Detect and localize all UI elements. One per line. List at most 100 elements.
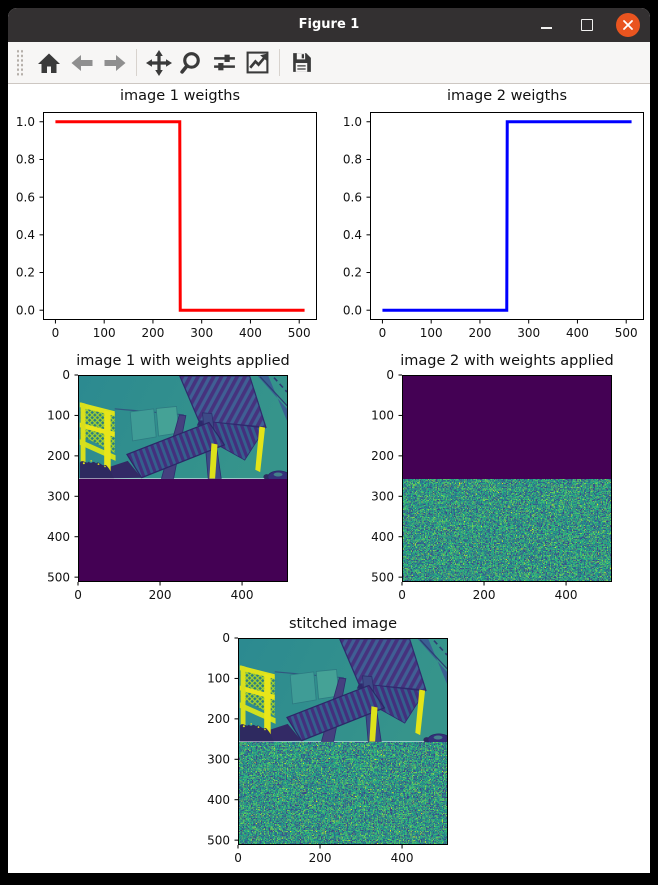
edit-axes-icon xyxy=(245,50,270,75)
subplot-image-2-weighted[interactable]: image 2 with weights applied 0 200 400 0 100… xyxy=(402,375,612,582)
svg-text:300: 300 xyxy=(190,326,213,340)
home-button[interactable] xyxy=(32,46,65,80)
svg-text:300: 300 xyxy=(371,489,394,503)
svg-text:0: 0 xyxy=(234,851,242,865)
subplot-title: image 2 weigths xyxy=(447,88,567,104)
subplot-stitched-image[interactable]: stitched image 0 200 400 0 100 200 300 400 500 xyxy=(238,638,448,845)
svg-text:400: 400 xyxy=(231,588,254,602)
figure-window: Figure 1 xyxy=(8,8,650,873)
desktop-background: Figure 1 xyxy=(0,0,658,885)
svg-text:200: 200 xyxy=(473,588,496,602)
toolbar-separator xyxy=(136,49,137,76)
svg-text:0.2: 0.2 xyxy=(343,266,362,280)
svg-text:200: 200 xyxy=(207,712,230,726)
svg-text:400: 400 xyxy=(47,530,70,544)
weighted-image-1[interactable] xyxy=(78,375,288,582)
svg-text:1.0: 1.0 xyxy=(343,115,362,129)
svg-text:100: 100 xyxy=(207,672,230,686)
svg-text:200: 200 xyxy=(309,851,332,865)
svg-text:500: 500 xyxy=(615,326,638,340)
svg-text:200: 200 xyxy=(141,326,164,340)
svg-text:0: 0 xyxy=(222,631,230,645)
svg-text:0.4: 0.4 xyxy=(343,228,362,242)
step-plot-red[interactable]: 0 100 200 300 400 500 0.0 0.2 0.4 0.6 0.8 1.0 xyxy=(43,112,317,320)
svg-text:400: 400 xyxy=(239,326,262,340)
svg-text:0.4: 0.4 xyxy=(16,228,35,242)
zoom-to-rect-button[interactable] xyxy=(175,46,208,80)
svg-text:400: 400 xyxy=(555,588,578,602)
svg-text:0: 0 xyxy=(52,326,60,340)
minimize-icon xyxy=(541,27,552,29)
svg-text:300: 300 xyxy=(47,489,70,503)
forward-button[interactable] xyxy=(98,46,131,80)
subplot-title: image 1 weigths xyxy=(120,88,240,104)
configure-subplots-button[interactable] xyxy=(208,46,241,80)
forward-arrow-icon xyxy=(103,51,127,75)
back-arrow-icon xyxy=(70,51,94,75)
save-floppy-icon xyxy=(289,50,314,75)
svg-text:400: 400 xyxy=(207,793,230,807)
save-button[interactable] xyxy=(285,46,318,80)
svg-text:0.2: 0.2 xyxy=(16,266,35,280)
svg-text:1.0: 1.0 xyxy=(16,115,35,129)
svg-text:100: 100 xyxy=(420,326,443,340)
svg-text:0.0: 0.0 xyxy=(16,303,35,317)
zero-weight-purple-half xyxy=(79,479,287,582)
svg-text:200: 200 xyxy=(149,588,172,602)
svg-text:400: 400 xyxy=(391,851,414,865)
svg-text:0.8: 0.8 xyxy=(16,153,35,167)
noise-canvas xyxy=(403,479,611,582)
minimize-button[interactable] xyxy=(534,13,558,37)
weighted-image-2[interactable] xyxy=(402,375,612,582)
svg-text:200: 200 xyxy=(371,449,394,463)
configure-subplots-icon xyxy=(212,50,237,75)
matplotlib-toolbar xyxy=(8,42,650,84)
edit-axes-button[interactable] xyxy=(241,46,274,80)
subplot-image-2-weights[interactable]: image 2 weigths 0 100 200 300 400 500 0.0 0.2 0.… xyxy=(370,112,644,320)
pan-button[interactable] xyxy=(142,46,175,80)
svg-text:500: 500 xyxy=(288,326,311,340)
staircase-photo-half xyxy=(239,639,447,742)
svg-text:0.8: 0.8 xyxy=(343,153,362,167)
maximize-icon xyxy=(581,19,593,31)
stitched-image[interactable] xyxy=(238,638,448,845)
subplot-image-1-weighted[interactable]: image 1 with weights applied 0 200 400 0 100… xyxy=(78,375,288,582)
svg-text:100: 100 xyxy=(93,326,116,340)
close-button[interactable] xyxy=(616,13,640,37)
maximize-button[interactable] xyxy=(575,13,599,37)
svg-text:0.0: 0.0 xyxy=(343,303,362,317)
home-icon xyxy=(37,51,61,75)
zoom-magnifier-icon xyxy=(179,50,204,75)
svg-text:100: 100 xyxy=(371,409,394,423)
titlebar[interactable]: Figure 1 xyxy=(8,8,650,42)
noise-half xyxy=(403,479,611,582)
svg-text:0: 0 xyxy=(74,588,82,602)
svg-text:500: 500 xyxy=(207,833,230,847)
zero-weight-purple-half xyxy=(403,376,611,479)
svg-text:300: 300 xyxy=(207,752,230,766)
svg-text:0: 0 xyxy=(62,368,70,382)
toolbar-grip-handle[interactable] xyxy=(16,49,24,76)
svg-text:300: 300 xyxy=(517,326,540,340)
step-plot-blue[interactable]: 0 100 200 300 400 500 0.0 0.2 0.4 0.6 0.8 1.0 xyxy=(370,112,644,320)
svg-text:100: 100 xyxy=(47,409,70,423)
svg-text:0: 0 xyxy=(398,588,406,602)
svg-text:400: 400 xyxy=(566,326,589,340)
subplot-title: image 2 with weights applied xyxy=(400,353,614,369)
staircase-photo-half xyxy=(79,376,287,479)
svg-text:0: 0 xyxy=(379,326,387,340)
svg-text:0.6: 0.6 xyxy=(343,190,362,204)
close-icon xyxy=(622,19,634,31)
svg-text:400: 400 xyxy=(371,530,394,544)
figure-canvas[interactable]: image 1 weigths 0 100 200 300 400 500 0.0 0.2 0.… xyxy=(8,84,650,872)
noise-canvas xyxy=(239,742,447,845)
subplot-image-1-weights[interactable]: image 1 weigths 0 100 200 300 400 500 0.0 0.2 0.… xyxy=(43,112,317,320)
pan-move-icon xyxy=(146,50,172,76)
svg-text:0.6: 0.6 xyxy=(16,190,35,204)
back-button[interactable] xyxy=(65,46,98,80)
svg-text:500: 500 xyxy=(47,570,70,584)
subplot-title: stitched image xyxy=(289,616,397,632)
toolbar-separator xyxy=(279,49,280,76)
window-controls xyxy=(534,8,640,42)
svg-text:200: 200 xyxy=(47,449,70,463)
